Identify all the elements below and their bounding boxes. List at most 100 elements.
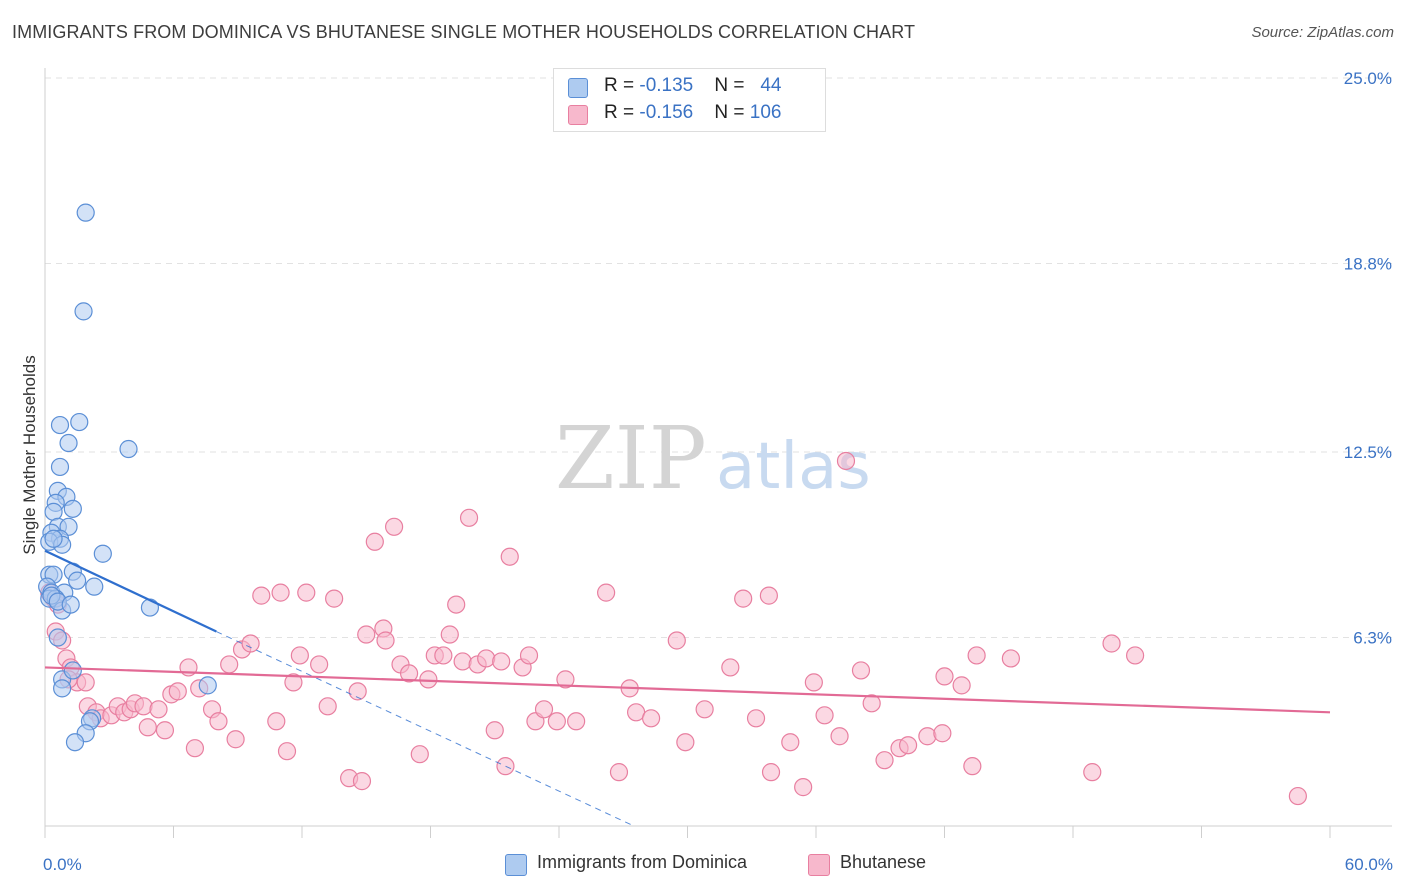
point-bhutanese [597,583,616,602]
bottom-legend-swatch-pink [808,854,830,876]
point-bhutanese [318,697,337,716]
gridlines [45,77,1392,639]
point-bhutanese [815,706,834,725]
point-bhutanese [138,718,157,737]
point-bhutanese [410,745,429,764]
point-bhutanese [918,727,937,746]
point-bhutanese [365,532,384,551]
point-bhutanese [875,751,894,770]
point-dominica [53,679,72,698]
legend-n-label: N = [714,75,750,96]
point-dominica [63,499,82,518]
bottom-legend-label: Bhutanese [840,852,927,872]
point-bhutanese [609,763,629,782]
point-bhutanese [384,517,404,536]
point-bhutanese [220,655,239,674]
point-bhutanese [804,673,823,692]
point-dominica [74,302,93,321]
point-bhutanese [492,652,511,671]
point-bhutanese [325,589,344,608]
point-bhutanese [352,772,372,791]
point-bhutanese [1102,634,1121,653]
point-bhutanese [459,508,479,527]
trend-lines [44,549,1331,827]
y-tick-label: 6.3% [1353,629,1392,648]
point-dominica [50,415,70,435]
y-axis-label: Single Mother Households [20,355,39,555]
point-bhutanese [496,757,515,776]
point-bhutanese [830,727,849,746]
point-bhutanese [209,712,228,731]
point-bhutanese [734,589,753,608]
point-bhutanese [485,721,504,740]
point-bhutanese [676,733,695,752]
point-bhutanese [155,721,175,740]
point-bhutanese [695,700,714,719]
point-bhutanese [1001,649,1020,668]
watermark-zip: ZIP [555,409,707,509]
correlation-legend: R = -0.135 N = 44 R = -0.156 N = 106 [553,68,826,132]
point-bhutanese [851,661,871,680]
point-bhutanese [271,583,290,602]
point-bhutanese [534,700,554,719]
point-bhutanese [440,625,459,644]
point-bhutanese [556,670,575,689]
bottom-legend-label: Immigrants from Dominica [537,852,748,872]
legend-r-label: R = [604,102,640,123]
point-bhutanese [76,673,95,692]
point-bhutanese [1126,646,1145,665]
point-bhutanese [357,625,376,644]
point-bhutanese [1083,763,1102,782]
point-bhutanese [794,778,813,797]
axes [44,68,1392,838]
bottom-legend-swatch-blue [505,854,527,876]
point-bhutanese [241,634,260,653]
point-bhutanese [862,694,881,713]
point-dominica [61,595,80,614]
point-bhutanese [226,730,245,749]
point-bhutanese [781,733,800,752]
point-dominica [85,577,104,596]
point-bhutanese [963,757,982,776]
point-bhutanese [500,547,519,566]
point-bhutanese [761,763,781,782]
point-dominica [44,502,63,521]
point-bhutanese [284,673,303,692]
point-bhutanese [1288,786,1307,806]
point-dominica [50,457,70,477]
point-bhutanese [967,646,986,665]
trend-line-pink [44,666,1331,714]
point-bhutanese [759,586,778,605]
tick-labels: 6.3% 12.5% 18.8% 25.0% 0.0% 60.0% [43,69,1393,874]
point-bhutanese [952,676,971,695]
point-dominica [68,571,87,590]
point-bhutanese [376,631,395,650]
point-bhutanese [567,712,586,731]
point-bhutanese [348,682,367,701]
legend-n-label: N = [714,102,750,123]
y-tick-label: 18.8% [1344,255,1392,274]
point-bhutanese [836,451,856,471]
point-dominica [63,661,82,680]
source-label: Source: ZipAtlas.com [1251,24,1394,41]
point-bhutanese [297,583,316,602]
point-bhutanese [933,724,952,743]
point-bhutanese [267,712,286,731]
series-dominica [38,203,217,752]
point-dominica [48,628,67,647]
legend-n-value: 44 [760,75,782,96]
point-bhutanese [310,655,329,674]
point-bhutanese [898,736,918,755]
x-tick-label: 0.0% [43,855,82,874]
point-bhutanese [434,646,453,665]
point-bhutanese [134,697,153,716]
watermark: ZIP atlas [555,409,871,509]
point-bhutanese [277,742,297,761]
legend-r-value: -0.156 [639,102,694,123]
point-bhutanese [746,709,766,728]
point-dominica [44,529,63,548]
legend-r-label: R = [604,75,640,96]
point-bhutanese [149,700,168,719]
point-bhutanese [252,586,271,605]
